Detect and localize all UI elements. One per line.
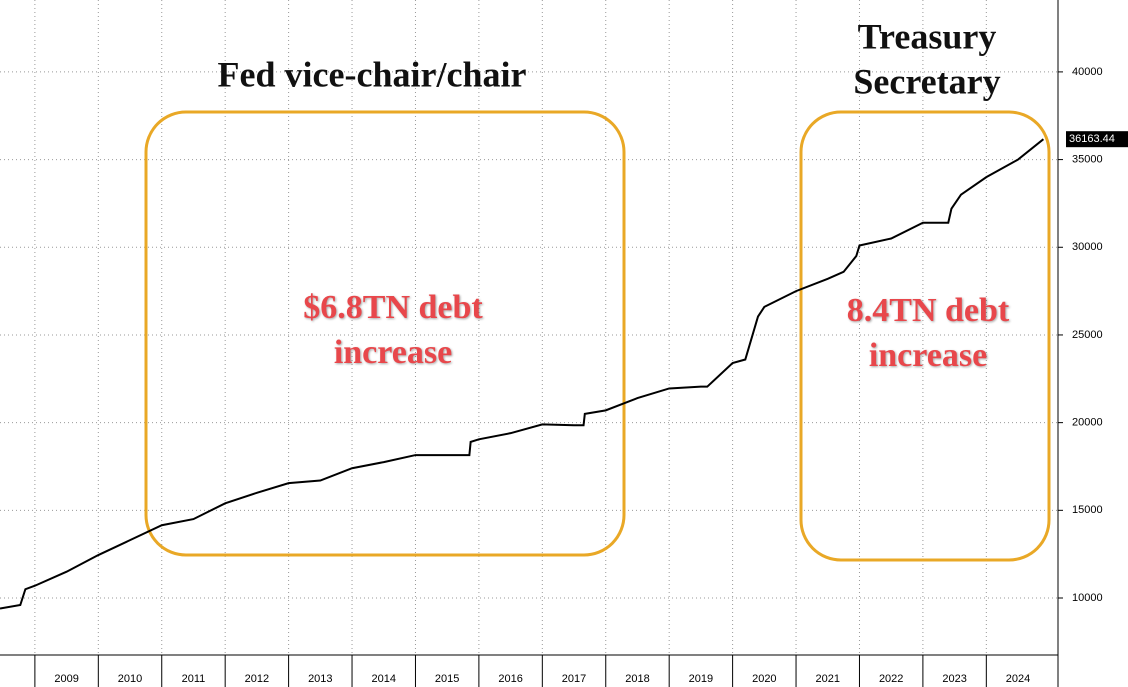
- x-tick-label: 2020: [752, 673, 776, 685]
- annotation: increase: [334, 334, 452, 371]
- y-tick-label: 20000: [1072, 417, 1103, 429]
- annotation: increase: [869, 337, 987, 374]
- y-tick-label: 40000: [1072, 66, 1103, 78]
- x-tick-label: 2016: [498, 673, 522, 685]
- x-tick-label: 2021: [816, 673, 840, 685]
- x-tick-label: 2019: [689, 673, 713, 685]
- x-tick-label: 2011: [182, 673, 206, 685]
- x-tick-label: 2014: [372, 673, 396, 685]
- annotation: $6.8TN debt: [303, 289, 483, 326]
- data-line: [0, 138, 1045, 610]
- highlight-box: [799, 110, 1051, 562]
- x-tick-label: 2018: [625, 673, 649, 685]
- annotation: Treasury: [858, 16, 997, 56]
- x-tick-label: 2010: [118, 673, 142, 685]
- y-tick-label: 35000: [1072, 153, 1103, 165]
- x-tick-label: 2012: [245, 673, 269, 685]
- annotation: Fed vice-chair/chair: [218, 54, 527, 94]
- highlight-box: [144, 110, 626, 557]
- last-value-label: 36163.44: [1069, 133, 1115, 145]
- last-value-box: [1066, 131, 1128, 148]
- x-tick-label: 2022: [879, 673, 903, 685]
- x-tick-label: 2009: [54, 673, 78, 685]
- y-tick-label: 15000: [1072, 504, 1103, 516]
- y-tick-label: 25000: [1072, 329, 1103, 341]
- x-tick-label: 2013: [308, 673, 332, 685]
- x-tick-label: 2023: [942, 673, 966, 685]
- annotation: 8.4TN debt: [847, 292, 1010, 329]
- annotation: Secretary: [853, 61, 1000, 101]
- y-tick-label: 30000: [1072, 241, 1103, 253]
- x-tick-label: 2024: [1006, 673, 1030, 685]
- x-tick-label: 2015: [435, 673, 459, 685]
- x-tick-label: 2017: [562, 673, 586, 685]
- y-tick-label: 10000: [1072, 592, 1103, 604]
